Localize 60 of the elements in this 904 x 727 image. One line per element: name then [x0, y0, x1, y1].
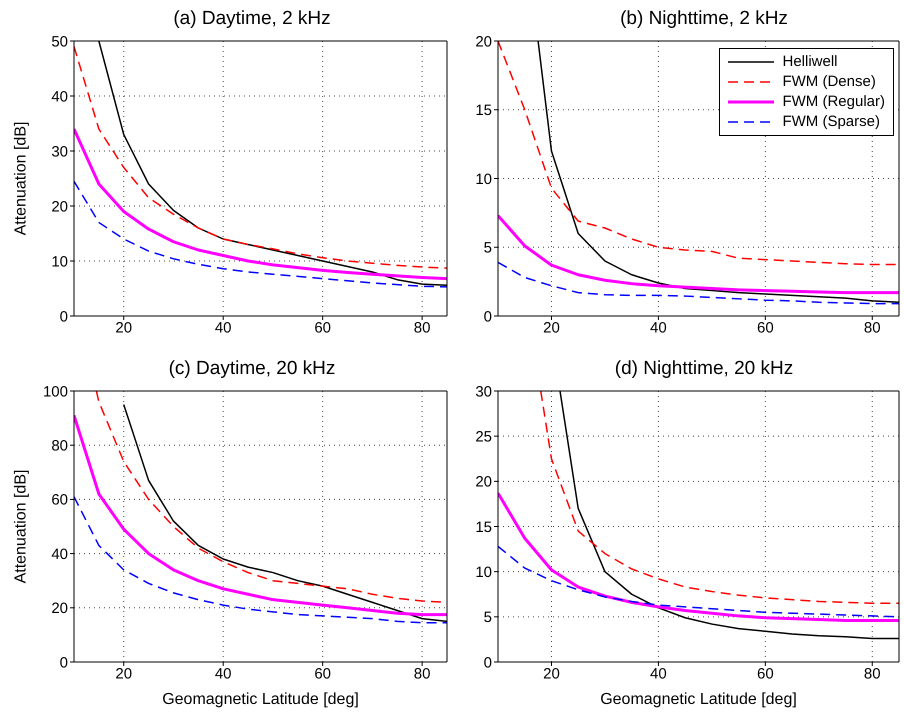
y-tick-label: 40 — [51, 546, 68, 563]
line-series — [498, 262, 899, 304]
x-tick-label: 80 — [414, 666, 430, 683]
legend-label: FWM (Regular) — [782, 92, 885, 112]
y-tick-label: 100 — [42, 383, 68, 400]
x-tick-label: 40 — [650, 666, 667, 683]
y-axis-title: Attenuation [dB] — [12, 470, 30, 584]
x-tick-label: 20 — [115, 320, 132, 337]
y-tick-label: 60 — [51, 492, 68, 509]
y-tick-label: 0 — [484, 654, 492, 672]
y-tick-label: 40 — [51, 88, 68, 106]
y-tick-label: 20 — [475, 474, 492, 491]
x-tick-label: 60 — [756, 320, 774, 337]
y-tick-label: 5 — [484, 240, 492, 257]
x-tick-label: 80 — [864, 320, 881, 337]
line-series — [498, 214, 899, 294]
y-tick-label: 0 — [484, 308, 492, 326]
y-tick-label: 15 — [475, 102, 492, 120]
x-tick-label: 20 — [543, 666, 560, 683]
line-series — [74, 414, 447, 616]
y-tick-label: 20 — [51, 600, 68, 618]
legend-label: FWM (Dense) — [782, 72, 876, 92]
chart-title: (b) Nighttime, 2 kHz — [619, 8, 789, 31]
x-tick-label: 60 — [756, 666, 774, 683]
line-series — [498, 492, 899, 622]
x-tick-label: 40 — [214, 666, 232, 683]
y-tick-label: 50 — [51, 33, 68, 50]
x-tick-label: 80 — [414, 320, 430, 337]
x-tick-label: 40 — [214, 320, 232, 337]
line-series — [74, 128, 447, 280]
y-axis-title: Attenuation [dB] — [12, 122, 30, 236]
x-axis-title: Geomagnetic Latitude [deg] — [162, 691, 359, 708]
y-tick-label: 10 — [475, 564, 492, 581]
x-tick-label: 60 — [314, 320, 332, 337]
x-tick-label: 80 — [864, 666, 881, 683]
y-tick-label: 20 — [475, 33, 492, 50]
x-tick-label: 60 — [314, 666, 332, 683]
line-series — [540, 391, 899, 604]
y-tick-label: 15 — [475, 518, 492, 536]
line-series — [74, 496, 447, 624]
y-tick-label: 0 — [60, 654, 68, 672]
chart-title: (d) Nighttime, 20 kHz — [614, 358, 794, 381]
y-tick-label: 80 — [51, 438, 68, 455]
y-tick-label: 10 — [51, 253, 68, 270]
chart-title: (c) Daytime, 20 kHz — [168, 358, 336, 381]
y-tick-label: 5 — [484, 609, 492, 626]
legend-label: FWM (Sparse) — [782, 112, 880, 132]
x-tick-label: 20 — [115, 666, 132, 683]
line-series — [74, 180, 447, 288]
y-tick-label: 20 — [51, 198, 68, 216]
x-tick-label: 40 — [650, 320, 667, 337]
y-tick-label: 30 — [51, 143, 68, 160]
y-tick-label: 10 — [475, 170, 492, 188]
chart-title: (a) Daytime, 2 kHz — [172, 8, 332, 31]
y-tick-label: 0 — [60, 308, 68, 326]
legend-label: Helliwell — [782, 52, 838, 72]
x-axis-title: Geomagnetic Latitude [deg] — [600, 691, 797, 708]
y-tick-label: 25 — [475, 428, 492, 446]
y-tick-label: 30 — [475, 383, 492, 400]
x-tick-label: 20 — [543, 320, 560, 337]
